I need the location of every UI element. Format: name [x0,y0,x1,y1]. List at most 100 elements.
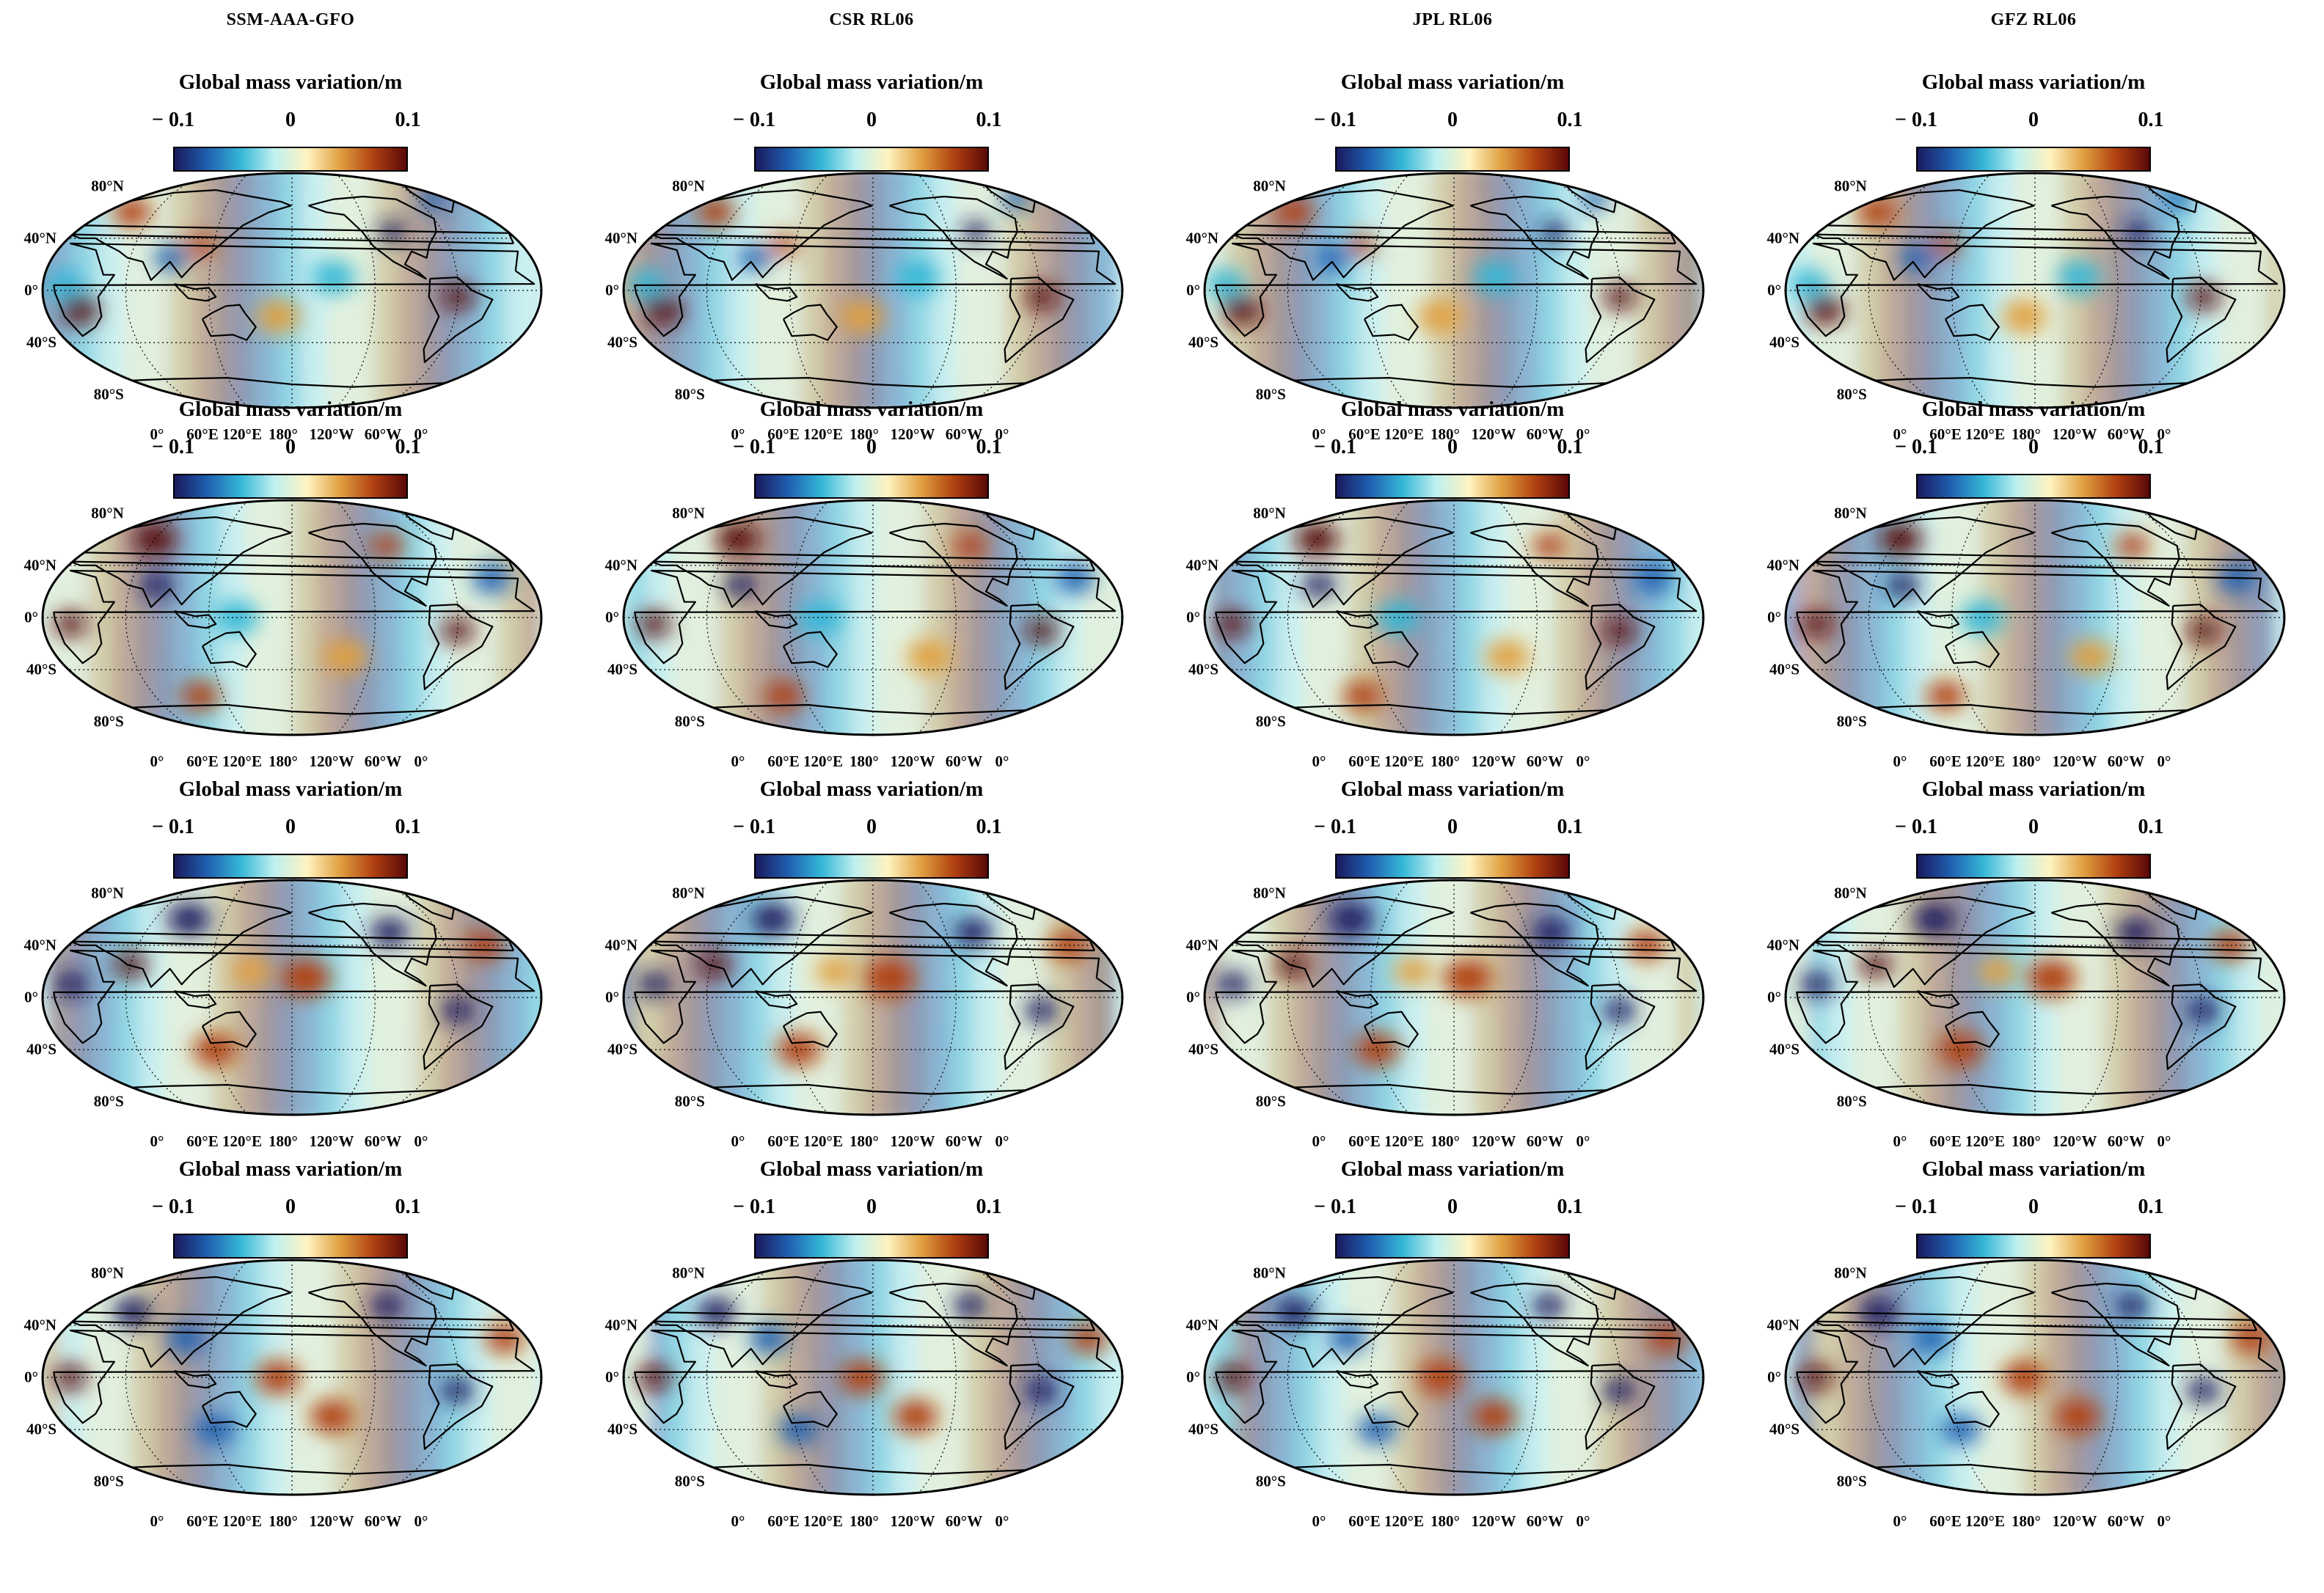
anomaly-band [2094,1260,2106,1495]
mass-anomaly [1926,681,1965,711]
colorbar [173,1234,408,1259]
mass-anomaly [154,245,188,271]
map-panel: Global mass variation/m − 0.1 0 0.1 80°N 40°N… [0,380,581,770]
anomaly-band [709,880,722,1115]
anomaly-band [1645,1260,1657,1495]
lon-label: 180° [268,1132,298,1150]
anomaly-band [1531,1260,1543,1495]
lat-label: 40°N [23,936,57,954]
world-map [622,1259,1124,1496]
anomaly-band [1834,880,1846,1115]
coastline [685,1084,1060,1095]
coastline [889,195,1018,280]
lon-label: 0° [2157,752,2171,770]
lat-label: 40°S [26,333,57,351]
lon-label: 120°E [803,1512,843,1530]
colorbar-tick-label: 0 [866,109,877,131]
anomaly-band [92,500,104,735]
world-map [1784,879,2286,1116]
colorbar [754,147,989,172]
anomaly-band [687,880,699,1115]
anomaly-band [1786,500,1792,735]
anomaly-band [172,173,185,408]
anomaly-band [1275,173,1287,408]
mass-anomaly [232,956,271,986]
coastline [1004,604,1075,690]
colorbar-tick-label: − 0.1 [733,816,775,838]
mass-anomaly [1473,260,1518,294]
coastline [1470,195,1599,280]
map-panel: Global mass variation/m − 0.1 0 0.1 80°N 40°N… [581,760,1162,1150]
coastline [202,631,257,668]
colorbar-tick-label: − 0.1 [152,109,194,131]
anomaly-band [833,1260,845,1495]
coastline [1364,1011,1419,1048]
lon-label: 60°E [1348,752,1381,770]
lat-label: 40°N [1185,556,1219,574]
colorbar [173,474,408,499]
lat-label: 0° [605,281,620,299]
lon-label: 120°W [890,752,935,770]
lon-label: 60°W [1526,752,1564,770]
lon-label: 180° [849,752,879,770]
anomaly-band [1521,880,1534,1115]
coastline [1796,569,2279,664]
mass-anomaly [186,234,214,255]
anomaly-band [2142,500,2155,735]
mass-anomaly [1222,296,1261,325]
coastline [202,1391,257,1428]
lat-label: 80°N [91,504,124,522]
mass-anomaly [1025,1378,1058,1403]
lon-label: 0° [1893,752,1907,770]
mass-anomaly [954,1293,987,1318]
map-frame [622,879,1124,1116]
lat-label: 80°N [1253,177,1286,195]
anomaly-band [329,880,341,1115]
lat-label: 80°N [1253,884,1286,902]
mass-anomaly [60,296,99,325]
anomaly-band [520,1260,533,1495]
colorbar-tick-label: 0.1 [976,816,1002,838]
mass-anomaly [894,1399,938,1433]
world-map [1203,172,1705,409]
coastline [104,704,479,715]
colorbar-tick-label: 0.1 [2138,109,2164,131]
anomaly-band [1082,1260,1095,1495]
colorbar-tick-label: 0 [1447,436,1458,458]
coastline [1945,304,2000,341]
lon-label: 60°W [364,425,402,443]
colorbar-tick-label: 0.1 [395,816,421,838]
colorbar [173,854,408,879]
anomaly-band [810,1260,822,1495]
mass-anomaly [256,1361,300,1394]
lat-label: 40°S [607,333,638,351]
lon-label: 60°E [767,425,800,443]
coastline [1335,990,1379,1009]
mass-anomaly [716,522,761,556]
lon-label: 120°W [1471,752,1516,770]
panel-title: Global mass variation/m [1340,398,1565,421]
anomaly-band [104,173,117,408]
colorbar-tick-label: 0 [285,109,296,131]
anomaly-band [745,500,757,735]
map-panel: Global mass variation/m − 0.1 0 0.1 80°N 40°N… [0,1140,581,1530]
colorbar-tick-label: 0.1 [976,109,1002,131]
colorbar-tick-label: − 0.1 [733,109,775,131]
coastline [783,1011,838,1048]
lon-label: 180° [268,752,298,770]
lat-label: 40°N [1766,229,1800,247]
panel-title: Global mass variation/m [1340,70,1565,94]
world-map [1784,1259,2286,1496]
coastline [308,195,437,280]
coastline [1916,283,1960,302]
colorbar [754,474,989,499]
lon-label: 180° [1430,752,1460,770]
colorbar [1335,474,1570,499]
mass-anomaly [1025,285,1059,310]
mass-anomaly [1532,918,1571,947]
world-map [1784,172,2286,409]
mass-anomaly [1932,234,1960,255]
coastline [1364,304,1419,341]
lon-label: 120°E [222,1132,262,1150]
